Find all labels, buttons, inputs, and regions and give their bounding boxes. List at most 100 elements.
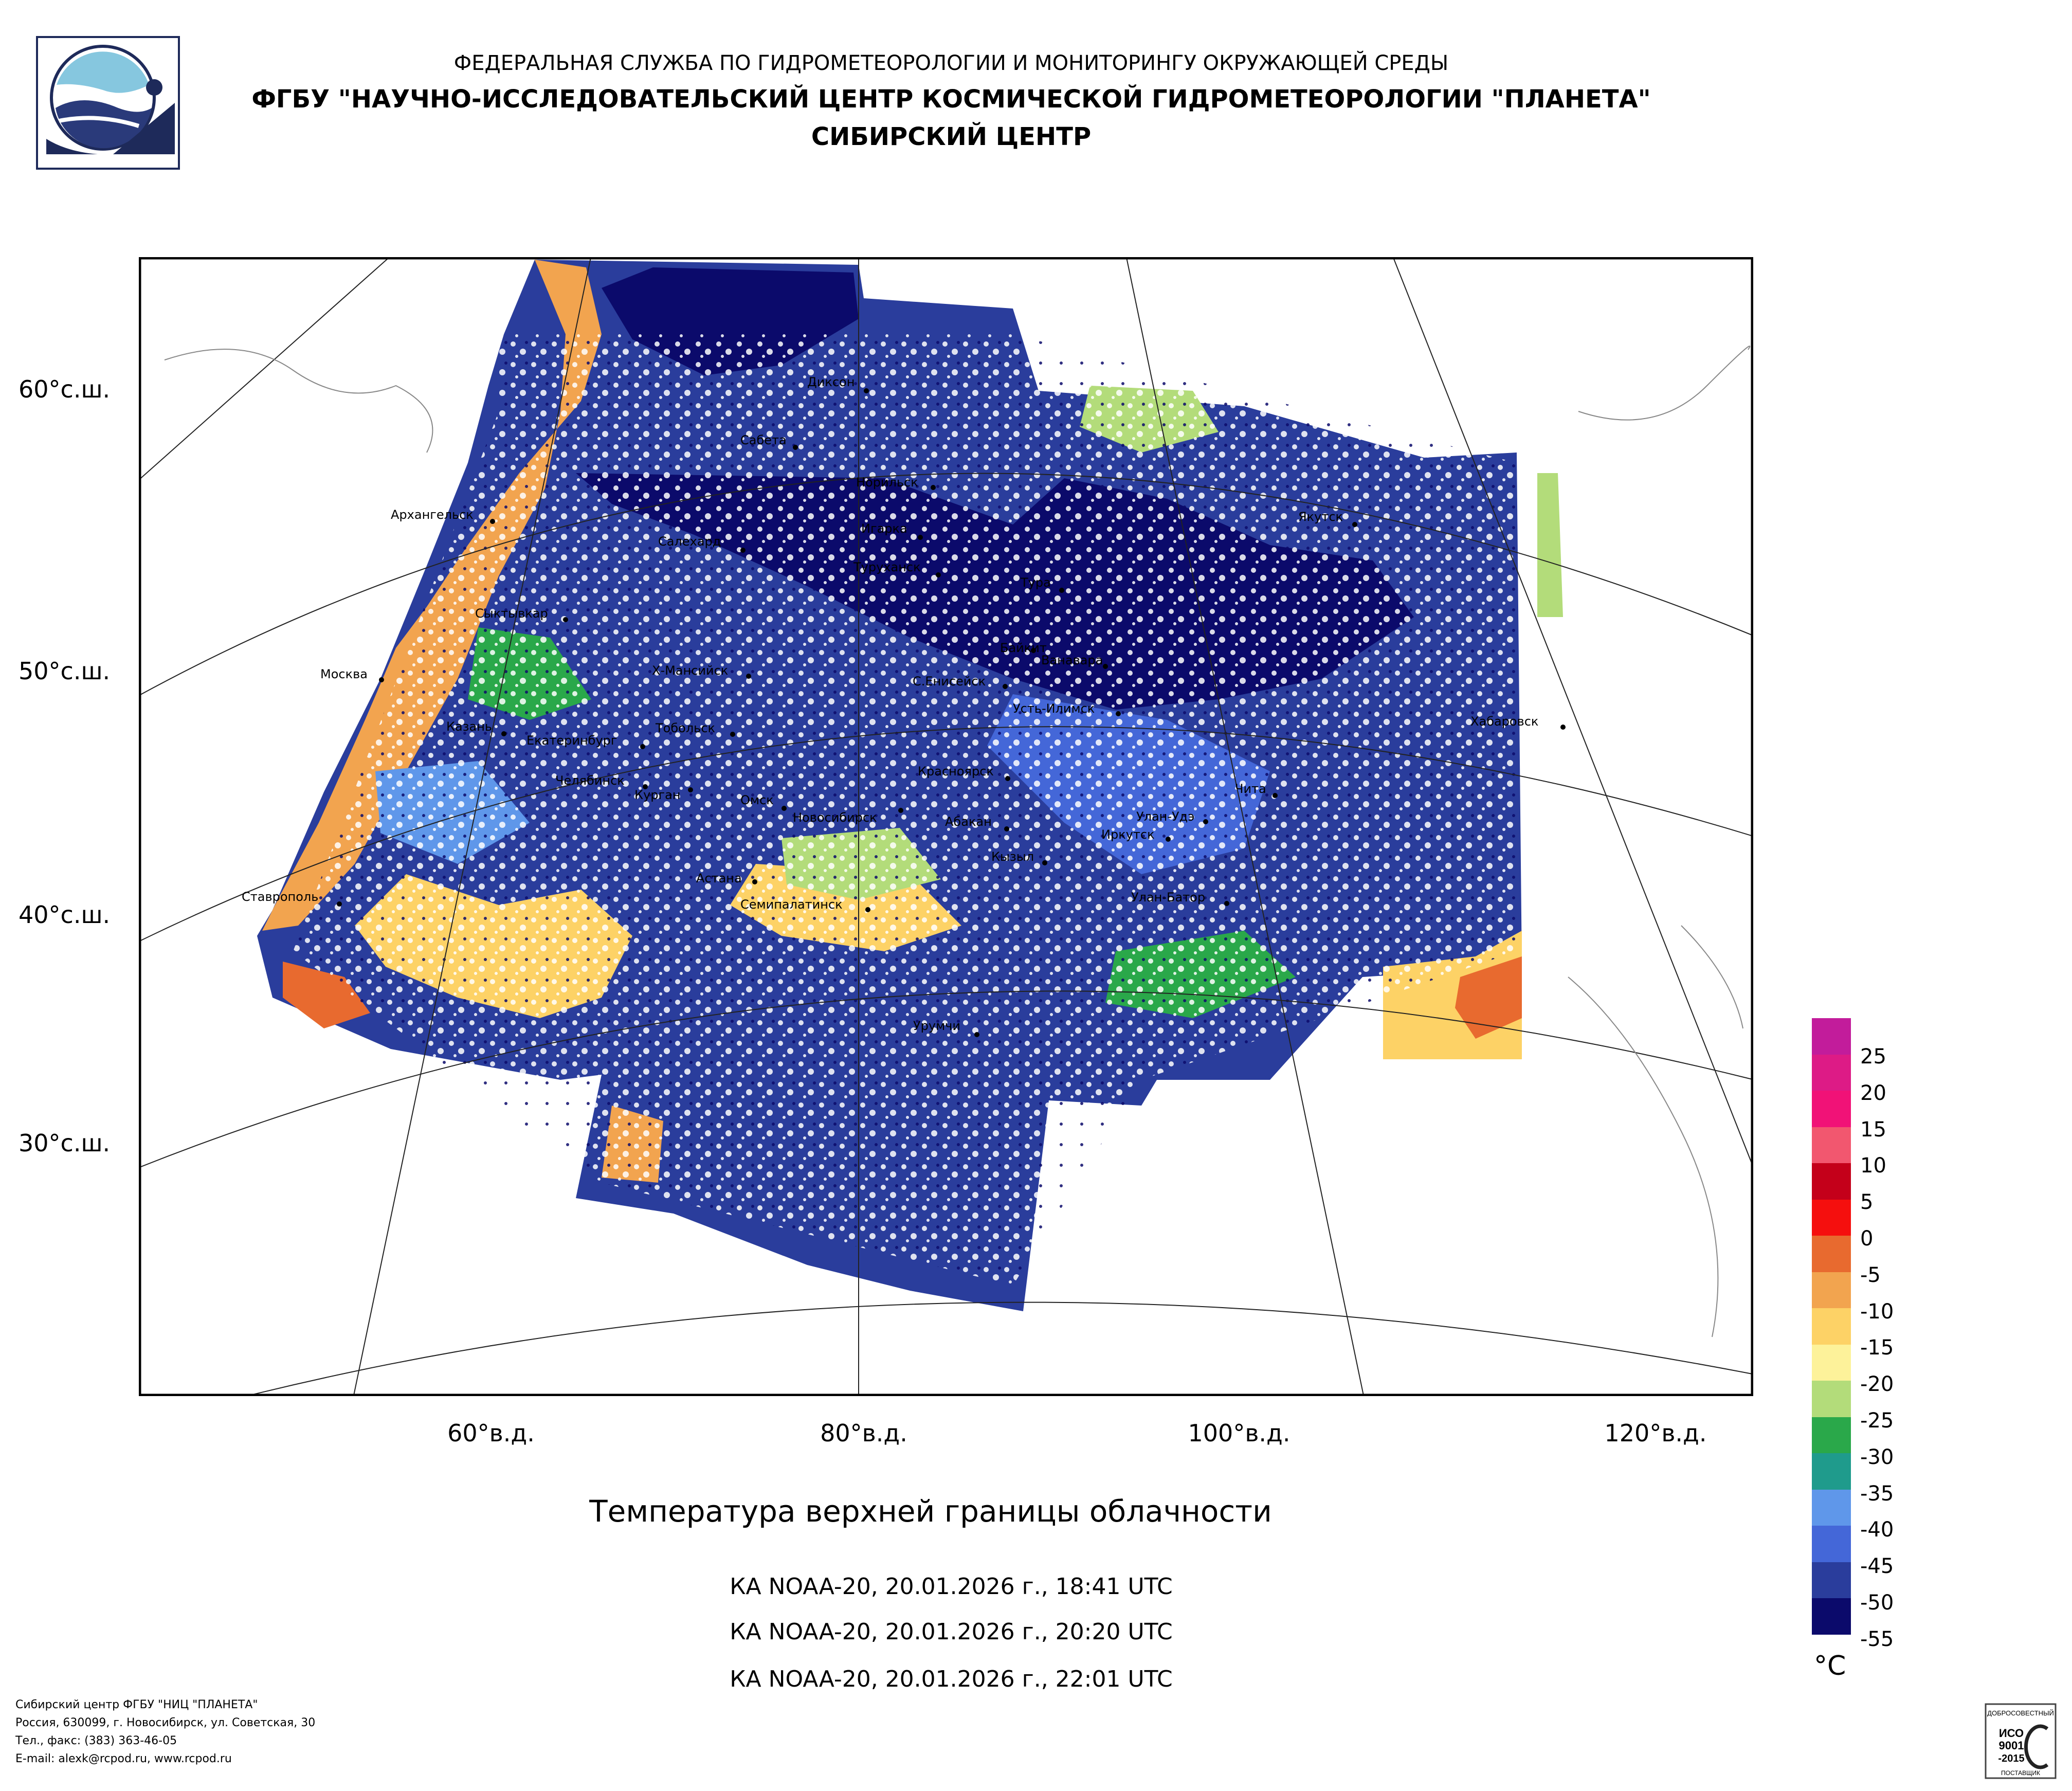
city-label: Туруханск — [853, 560, 921, 574]
city-dot — [490, 519, 495, 524]
city-dot — [1273, 793, 1278, 798]
city-dot — [643, 784, 648, 789]
city-label: С.Енисейск — [913, 674, 986, 689]
warm-region-east — [1455, 956, 1522, 1039]
city-dot — [1103, 664, 1108, 669]
city-label: Игарка — [861, 521, 907, 536]
city-label: Кызыл — [991, 849, 1034, 864]
city-dot — [1560, 725, 1566, 730]
city-label: Сабета — [740, 433, 787, 447]
city-dot — [1059, 588, 1064, 593]
planeta-logo — [36, 36, 180, 170]
city-label: Екатеринбург — [526, 733, 617, 748]
legend-label: -55 — [1860, 1627, 1894, 1651]
header-center: СИБИРСКИЙ ЦЕНТР — [811, 122, 1092, 151]
legend-swatch — [1812, 1381, 1851, 1417]
footer-phone: Тел., факс: (383) 363-46-05 — [15, 1734, 177, 1747]
city-label: Семипалатинск — [740, 897, 843, 912]
pass-time-1: КА NOAA-20, 20.01.2026 г., 18:41 UTC — [730, 1573, 1173, 1600]
city-dot — [1166, 837, 1171, 842]
cloud-top-temperature-map — [139, 257, 1753, 1396]
city-label: Улан-Батор — [1131, 890, 1206, 904]
legend-label: -45 — [1860, 1554, 1894, 1579]
city-label: Байкит — [1000, 641, 1047, 655]
legend-label: -35 — [1860, 1481, 1894, 1506]
lat-label-60: 60°с.ш. — [19, 375, 111, 403]
legend-swatch — [1812, 1526, 1851, 1562]
legend-swatch — [1812, 1598, 1851, 1635]
iso-line-2: 9001 — [1999, 1739, 2024, 1752]
city-label: Салехард — [658, 534, 721, 549]
city-label: Х-Мансийск — [652, 663, 729, 678]
city-dot — [730, 732, 735, 737]
lon-label-100: 100°в.д. — [1188, 1419, 1291, 1447]
city-dot — [936, 572, 941, 577]
legend-swatch — [1812, 1091, 1851, 1127]
legend-swatch — [1812, 1344, 1851, 1381]
city-dot — [865, 907, 870, 912]
city-dot — [931, 485, 936, 490]
city-label: Казань — [446, 719, 493, 734]
lat-label-40: 40°с.ш. — [19, 901, 111, 929]
city-label: Урумчи — [913, 1019, 960, 1033]
city-label: Тура — [1021, 575, 1051, 590]
satellite-image-layer — [257, 260, 1563, 1311]
legend-label: 15 — [1860, 1117, 1886, 1142]
lon-label-120: 120°в.д. — [1604, 1419, 1707, 1447]
city-label: Абакан — [945, 815, 992, 829]
legend-swatch — [1812, 1018, 1851, 1055]
lat-label-30: 30°с.ш. — [19, 1129, 111, 1157]
city-dot — [740, 548, 746, 553]
city-dot — [640, 744, 645, 749]
city-label: Диксон — [807, 375, 855, 389]
legend-swatch — [1812, 1489, 1851, 1526]
header-institute: ФГБУ "НАУЧНО-ИССЛЕДОВАТЕЛЬСКИЙ ЦЕНТР КОС… — [251, 85, 1651, 114]
city-dot — [337, 901, 342, 907]
city-label: Чита — [1235, 782, 1266, 796]
warm-region-west — [262, 260, 602, 931]
city-label: Москва — [320, 667, 368, 681]
city-label: Новосибирск — [793, 810, 877, 825]
legend-label: -20 — [1860, 1372, 1894, 1397]
legend-swatch — [1812, 1453, 1851, 1490]
footer-email: E-mail: alexk@rcpod.ru, www.rcpod.ru — [15, 1752, 232, 1765]
legend-swatch — [1812, 1562, 1851, 1598]
coastlines — [164, 346, 1751, 1337]
graticule — [139, 257, 1753, 1396]
footer-org: Сибирский центр ФГБУ "НИЦ "ПЛАНЕТА" — [15, 1698, 258, 1711]
legend-label: -40 — [1860, 1518, 1894, 1542]
city-dot — [918, 535, 923, 540]
city-label: Улан-Удэ — [1136, 809, 1195, 824]
legend-swatch — [1812, 1163, 1851, 1200]
legend-label: 20 — [1860, 1081, 1886, 1105]
city-dot — [1042, 860, 1047, 865]
city-label: Красноярск — [918, 764, 994, 779]
warm-region-caucasus — [283, 962, 370, 1028]
city-dot — [898, 808, 903, 813]
city-dot — [793, 445, 798, 450]
city-dot — [1005, 776, 1010, 781]
legend-swatch — [1812, 1127, 1851, 1163]
city-label: Астана — [696, 871, 742, 885]
city-dot — [1352, 522, 1357, 527]
pass-time-2: КА NOAA-20, 20.01.2026 г., 20:20 UTC — [730, 1619, 1173, 1645]
city-dot — [1224, 901, 1229, 906]
city-label: Хабаровск — [1470, 714, 1539, 729]
temperature-legend — [1812, 1018, 1851, 1635]
legend-label: -30 — [1860, 1445, 1894, 1469]
iso-bottom-text: ПОСТАВЩИК — [2001, 1769, 2040, 1777]
city-dot — [1116, 711, 1121, 716]
city-label: Усть-Илимск — [1013, 701, 1095, 716]
legend-label: -15 — [1860, 1336, 1894, 1360]
city-label: Курган — [634, 788, 681, 802]
city-dot — [688, 787, 693, 792]
city-dot — [746, 674, 751, 679]
city-dot — [1003, 684, 1008, 689]
iso-line-3: -2015 — [1998, 1753, 2024, 1764]
legend-swatch — [1812, 1308, 1851, 1345]
city-dot — [1031, 648, 1036, 653]
city-dot — [752, 879, 757, 884]
iso-top-text: ДОБРОСОВЕСТНЫЙ — [1987, 1709, 2054, 1717]
city-label: Челябинск — [555, 773, 625, 788]
lat-label-50: 50°с.ш. — [19, 657, 111, 685]
